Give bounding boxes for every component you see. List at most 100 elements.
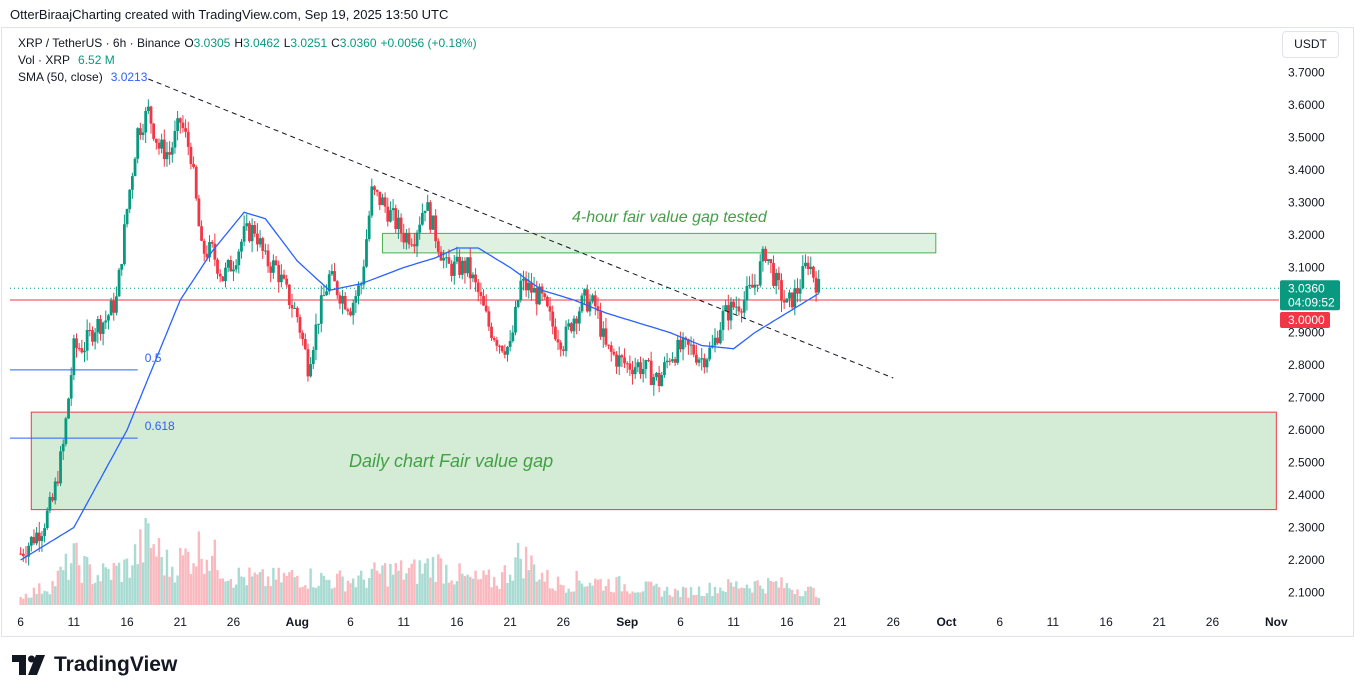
x-axis-tick-label: 16	[1099, 615, 1113, 629]
volume-bar	[700, 595, 703, 605]
candle-body	[474, 274, 477, 283]
candle-body	[32, 536, 36, 544]
x-axis-tick-label: 26	[1206, 615, 1220, 629]
candle-body	[99, 318, 102, 334]
volume-bar	[604, 586, 608, 605]
candle-body	[314, 324, 318, 350]
volume-bar	[197, 531, 201, 605]
candle-body	[250, 225, 254, 242]
volume-bar	[636, 592, 640, 605]
candle-body	[625, 363, 629, 365]
candle-body	[817, 279, 821, 293]
candle-body	[303, 339, 307, 350]
legend-low: 3.0251	[290, 36, 328, 50]
x-axis-tick-label: 26	[557, 615, 571, 629]
volume-bar	[256, 574, 259, 605]
candle-body	[80, 348, 84, 353]
volume-bar	[633, 592, 637, 605]
candle-body	[617, 355, 621, 367]
volume-bar	[532, 564, 536, 605]
candle-body	[367, 215, 371, 240]
volume-bar	[274, 579, 278, 605]
candle-body	[130, 176, 134, 190]
volume-bar	[277, 567, 280, 605]
volume-bar	[649, 581, 653, 605]
candle-body	[782, 300, 786, 303]
candle-body	[612, 351, 616, 355]
volume-bar	[570, 591, 573, 605]
candle-body	[186, 131, 190, 147]
volume-bar	[439, 558, 443, 605]
legend-symbol[interactable]: XRP / TetherUS · 6h · Binance	[18, 36, 181, 50]
volume-bar	[684, 587, 687, 605]
legend-sma-label[interactable]: SMA (50, close)	[18, 70, 103, 84]
volume-bar	[242, 577, 246, 605]
candle-body	[615, 354, 618, 367]
y-axis-tick-label: 3.5000	[1288, 131, 1325, 145]
fair-value-gap-zone	[30, 411, 1277, 511]
volume-bar	[788, 588, 791, 605]
volume-bar	[35, 593, 38, 605]
candle-body	[370, 186, 374, 216]
candle-body	[551, 311, 555, 327]
candle-body	[777, 272, 781, 281]
volume-bar	[373, 562, 376, 605]
volume-bar	[330, 588, 334, 605]
volume-bar	[109, 579, 113, 605]
candle-body	[780, 280, 783, 301]
volume-bar	[77, 565, 81, 605]
volume-bar	[679, 597, 682, 605]
volume-bar	[798, 596, 802, 605]
candle-body	[772, 263, 775, 286]
volume-bar	[431, 556, 435, 605]
candle-body	[716, 337, 720, 344]
candle-body	[516, 300, 520, 307]
chart-frame	[1, 27, 1354, 637]
candle-body	[109, 300, 113, 316]
volume-bar	[176, 575, 179, 605]
volume-bar	[54, 586, 57, 605]
candle-body	[447, 257, 451, 264]
candle-body	[184, 128, 187, 132]
volume-bar	[796, 589, 799, 605]
candle-body	[439, 251, 443, 261]
volume-bar	[455, 581, 459, 605]
volume-bar	[218, 578, 222, 605]
candle-body	[397, 217, 400, 229]
candle-body	[431, 215, 435, 230]
volume-bar	[790, 589, 794, 605]
currency-selector[interactable]: USDT	[1282, 31, 1339, 58]
volume-bar	[508, 574, 512, 605]
candle-body	[492, 338, 496, 340]
volume-bar	[793, 593, 797, 605]
volume-bar	[304, 585, 307, 605]
candle-body	[133, 158, 137, 177]
candle-body	[378, 191, 382, 205]
volume-layer	[19, 517, 820, 605]
volume-bar	[264, 585, 267, 605]
volume-bar	[751, 592, 754, 605]
volume-bar	[615, 577, 618, 605]
volume-bar	[711, 595, 714, 605]
volume-bar	[349, 583, 352, 605]
volume-bar	[519, 558, 522, 605]
candle-body	[21, 553, 25, 557]
volume-bar	[224, 581, 227, 605]
candle-body	[636, 362, 640, 368]
candle-body	[479, 292, 483, 296]
sma-layer	[20, 211, 820, 561]
candle-body	[482, 295, 485, 306]
candle-body	[444, 257, 448, 259]
candle-body	[311, 349, 315, 365]
candle-body	[647, 360, 650, 362]
volume-bar	[477, 579, 480, 605]
legend-volume-label[interactable]: Vol · XRP	[18, 53, 71, 67]
candle-body	[208, 241, 211, 258]
candles-layer	[19, 99, 821, 566]
volume-bar	[503, 565, 507, 605]
volume-bar	[546, 569, 549, 605]
candle-body	[500, 345, 504, 352]
candle-body	[53, 481, 57, 501]
